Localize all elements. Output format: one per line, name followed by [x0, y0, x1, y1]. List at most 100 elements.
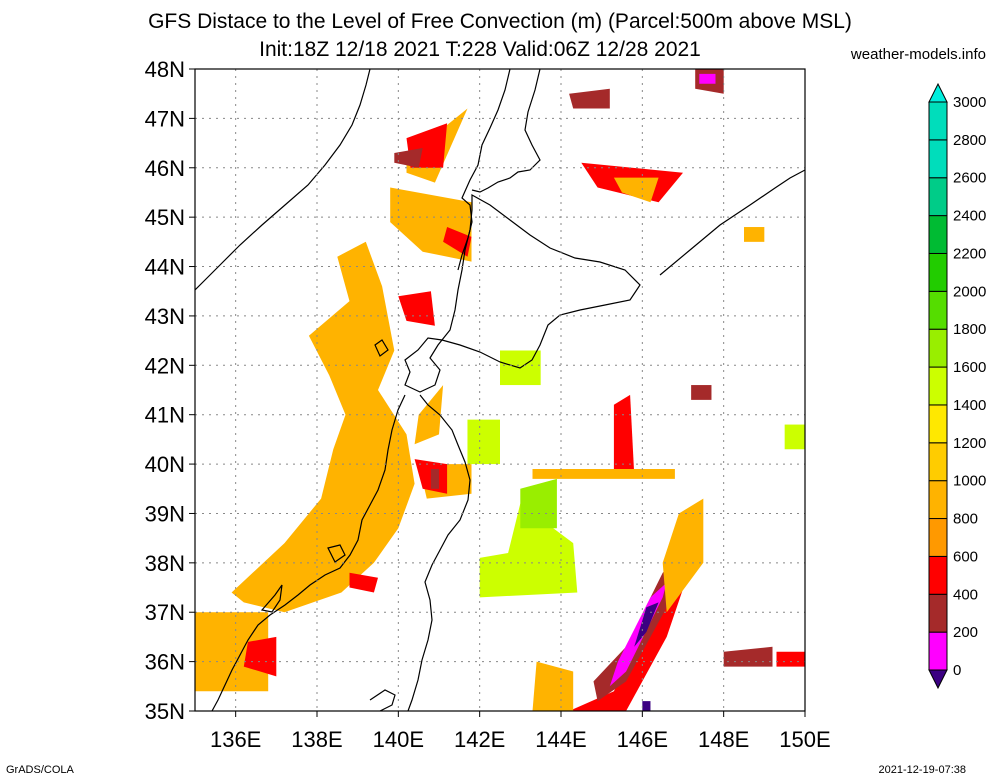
lat-label: 47N — [145, 106, 185, 131]
lon-label: 144E — [535, 727, 586, 752]
latitude-labels: 48N 47N 46N 45N 44N 43N 42N 41N 40N 39N 38N 37N 36N 3… — [145, 57, 185, 724]
colorbar-label: 1000 — [953, 473, 986, 490]
field-1600-pacific — [479, 503, 578, 598]
lon-label: 136E — [210, 727, 261, 752]
field-400-okhotsk — [569, 88, 610, 109]
coastline-noto — [260, 584, 283, 613]
coastline-honshu-west — [211, 394, 406, 711]
field-1000-tsugaru — [414, 385, 444, 445]
colorbar-segment — [928, 252, 948, 292]
colorbar-segment — [928, 139, 948, 179]
colorbar-label: 600 — [953, 548, 978, 565]
colorbar-labels: 0 200 400 600 800 1000 1200 1400 1600 1800 2000 220… — [953, 94, 986, 679]
coastline-asia-mainland — [195, 69, 371, 291]
colorbar-segment — [928, 631, 948, 671]
field-600-pacific-n — [613, 394, 635, 474]
colorbar-label: 1200 — [953, 435, 986, 452]
colorbar-segment — [928, 593, 948, 633]
colorbar-label: 2400 — [953, 208, 986, 225]
lat-label: 45N — [145, 205, 185, 230]
plot-frame — [194, 68, 806, 712]
colorbar-segment — [928, 290, 948, 330]
lon-label: 150E — [779, 727, 830, 752]
field-1600-tohoku-e — [467, 419, 500, 465]
coastline-kurils — [659, 169, 805, 276]
lat-label: 38N — [145, 551, 185, 576]
field-600-pacific-e — [776, 651, 805, 667]
field-600-hokkaido — [398, 291, 435, 326]
colorbar-label: 200 — [953, 624, 978, 641]
field-0-pacific-band — [634, 602, 659, 647]
lat-label: 41N — [145, 403, 185, 428]
lon-label: 146E — [617, 727, 668, 752]
graticule — [195, 69, 805, 711]
lat-label: 35N — [145, 699, 185, 724]
field-400-east — [691, 385, 712, 400]
colorbar-segment — [928, 442, 948, 482]
field-600-niigata — [349, 572, 378, 593]
colorbar-segment — [928, 555, 948, 595]
lat-label: 43N — [145, 304, 185, 329]
coastline-layer — [195, 69, 805, 711]
colorbar-label: 3000 — [953, 94, 986, 111]
colorbar-segment — [928, 518, 948, 557]
field-400-pacific-e — [723, 646, 773, 667]
colorbar-label: 2200 — [953, 245, 986, 262]
software-credit: GrADS/COLA — [6, 764, 74, 776]
field-1000-okhotsk-e — [744, 227, 765, 242]
lon-label: 148E — [698, 727, 749, 752]
coastline-honshu-east — [407, 394, 471, 711]
chart-title-line1: GFS Distace to the Level of Free Convect… — [148, 10, 852, 33]
field-1800-pacific — [520, 478, 557, 529]
generation-timestamp: 2021-12-19-07:38 — [878, 764, 966, 776]
colorbar-segment — [928, 404, 948, 444]
colorbar-label: 1800 — [953, 321, 986, 338]
lat-label: 40N — [145, 452, 185, 477]
field-1000-pacific-e — [662, 498, 704, 613]
coastline-lake — [374, 339, 389, 357]
lon-label: 142E — [454, 727, 505, 752]
colorbar-segment — [928, 480, 948, 520]
coastline-hokkaido — [404, 193, 641, 393]
lat-label: 46N — [145, 156, 185, 181]
coastline-tokyo-bay — [369, 689, 396, 711]
field-1000-pacific-s — [532, 661, 574, 711]
lon-label: 140E — [373, 727, 424, 752]
colorbar-segment — [928, 215, 948, 254]
colorbar-label: 2800 — [953, 132, 986, 149]
colorbar-segment — [928, 101, 948, 141]
field-200-okhotsk-n — [699, 73, 716, 84]
field-1000-pacific-n — [532, 469, 675, 479]
longitude-labels: 136E 138E 140E 142E 144E 146E 148E 150E — [210, 727, 831, 752]
lfc-field-layer — [195, 69, 805, 711]
coastline-sakhalin-east — [471, 69, 541, 193]
colorbar-segment — [928, 328, 948, 368]
chart-title-line2: Init:18Z 12/18 2021 T:228 Valid:06Z 12/2… — [259, 38, 701, 61]
colorbar-label: 1400 — [953, 397, 986, 414]
colorbar — [928, 82, 948, 690]
colorbar-arrow-top — [928, 82, 948, 103]
colorbar-label: 2600 — [953, 170, 986, 187]
colorbar-segment — [928, 366, 948, 406]
field-400-tohoku — [430, 469, 439, 489]
field-0-south — [642, 701, 651, 711]
lat-label: 42N — [145, 353, 185, 378]
colorbar-segment — [928, 177, 948, 217]
colorbar-label: 1600 — [953, 359, 986, 376]
lat-label: 39N — [145, 501, 185, 526]
lat-label: 37N — [145, 600, 185, 625]
colorbar-label: 0 — [953, 662, 961, 679]
colorbar-label: 2000 — [953, 283, 986, 300]
field-400-sakhalin — [394, 148, 423, 168]
lat-label: 48N — [145, 57, 185, 82]
colorbar-label: 400 — [953, 586, 978, 603]
colorbar-arrow-bottom — [928, 669, 948, 690]
field-1000-japan-sea — [231, 241, 415, 613]
field-1000-okhotsk — [613, 177, 659, 203]
lat-label: 44N — [145, 255, 185, 280]
field-600-west — [243, 636, 277, 677]
colorbar-label: 800 — [953, 511, 978, 528]
axis-ticks — [189, 68, 806, 717]
lat-label: 36N — [145, 650, 185, 675]
